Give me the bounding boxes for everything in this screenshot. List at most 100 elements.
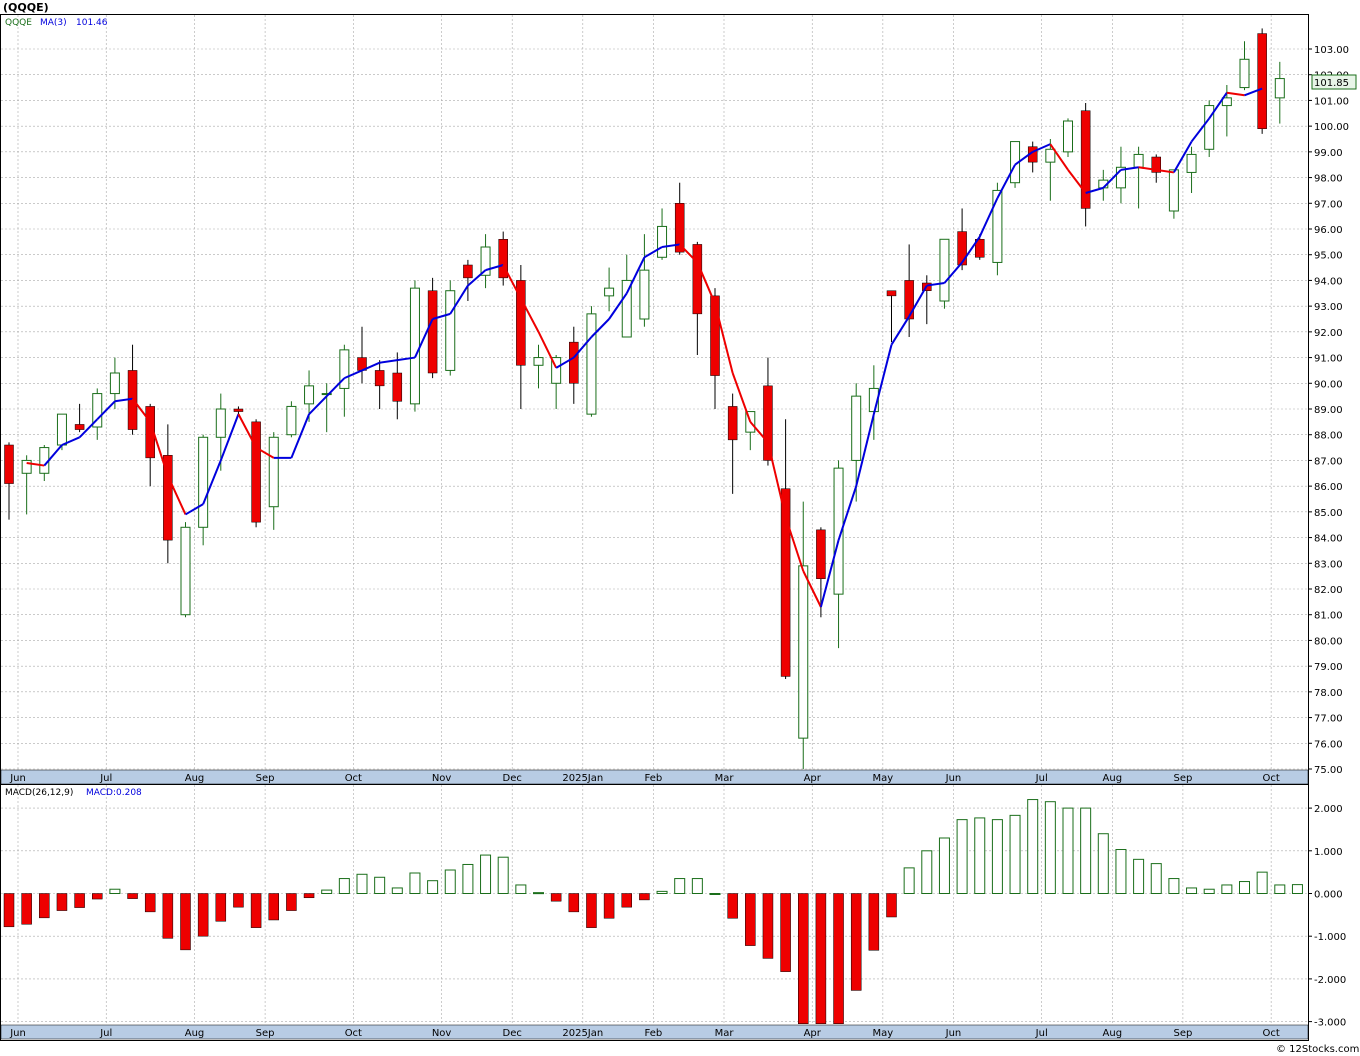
candle-body [163,455,173,541]
macd-bar-negative [550,893,562,902]
ma-segment [1226,91,1245,97]
month-label: Jul [99,1028,112,1039]
macd-bar-negative [74,893,85,908]
candle-body [92,393,103,428]
candle-body [1274,78,1285,99]
ma-segment [1032,143,1051,153]
candle-body [445,290,456,371]
macd-bar-positive [515,884,527,895]
ma-segment [855,413,875,487]
candle-down [163,424,173,564]
month-label: Mar [715,1028,735,1039]
candle-body [374,370,385,387]
macd-bar-positive [656,890,668,894]
ma-segment [1208,92,1228,119]
candle-up [268,432,279,530]
candle-body [233,408,244,412]
candle-body [145,406,155,459]
macd-bar-positive [533,892,544,895]
candle-body [1204,105,1215,150]
macd-bar-negative [92,893,103,900]
chart-title: (QQQE) [3,1,49,14]
ma-segment [502,264,522,299]
macd-bar-positive [709,893,721,895]
price-tick-label: 81.00 [1314,611,1343,622]
candle-up [1274,61,1285,124]
ma-segment [961,236,981,263]
ma-segment [255,446,275,459]
candle-body [886,290,897,297]
price-tick-label: 83.00 [1314,559,1343,570]
candle-body [1080,110,1091,209]
price-tick-label: 99.00 [1314,148,1343,159]
price-tick-label: 98.00 [1314,174,1343,185]
candle-down [374,360,385,409]
candle-body [21,459,32,474]
candle-up [1063,118,1073,157]
candle-up [409,280,420,412]
candle-up [198,434,209,546]
candle-down [1257,28,1267,134]
ma-segment [26,462,45,467]
candle-body [74,424,85,430]
price-tick-label: 76.00 [1314,739,1343,750]
ma-segment [1138,166,1157,171]
macd-month-labels: Jun Jul Aug Sep Oct Nov Dec 2025Jan Feb Mar Apr May… [9,1028,1280,1039]
ma-segment [590,318,610,338]
price-month-labels: Jun Jul Aug Sep Oct Nov Dec 2025Jan Feb Mar Apr May… [9,773,1280,784]
candle-body [692,244,703,315]
candle-up [180,522,191,618]
ma-segment [519,297,540,333]
moving-average-line [26,87,1263,608]
ma-segment [661,243,680,248]
macd-bar-negative [780,893,791,972]
ma-segment [325,377,346,397]
candle-down [516,265,526,409]
candle-down [674,182,685,255]
month-label: Apr [804,773,822,784]
price-legend-ma-label: MA(3) [40,18,67,28]
macd-bar-positive [974,817,986,895]
macd-bar-negative [621,893,632,908]
macd-bar-negative [197,893,209,937]
candle-body [621,279,632,338]
candle-body [833,467,844,595]
candle-down [427,277,438,379]
candle-up [1115,146,1126,204]
macd-bar-positive [321,889,333,894]
ma-segment [114,397,133,403]
ma-segment [573,336,593,359]
candle-down [727,393,738,494]
candle-up [1045,139,1056,201]
macd-bar-negative [868,893,880,951]
candle-body [409,287,420,405]
month-label: May [873,773,894,784]
month-label: Dec [503,1028,522,1039]
ma-segment [1085,186,1104,194]
month-label: Jul [99,773,112,784]
candle-body [939,238,950,302]
macd-bar-positive [462,863,474,894]
candle-body [1045,148,1056,163]
macd-bar-negative [39,893,50,919]
candle-body [392,372,403,402]
ma-segment [432,312,451,320]
candle-body [1168,169,1179,212]
candle-body [56,413,67,446]
price-tick-label: 85.00 [1314,508,1343,519]
macd-bar-positive [1062,807,1074,894]
candle-body [586,313,597,415]
ma-segment [414,318,434,358]
candle-down [904,244,914,337]
price-tick-label: 86.00 [1314,482,1343,493]
macd-bar-positive [1097,833,1109,894]
month-label: Feb [645,1028,663,1039]
month-label: Jun [945,1028,962,1039]
ma-segment [308,395,328,415]
candle-down [74,403,85,433]
ma-segment [343,369,363,380]
macd-bar-negative [850,893,862,991]
month-label: Nov [432,773,452,784]
candle-body [727,406,738,441]
macd-tick-label: 1.000 [1314,847,1343,858]
